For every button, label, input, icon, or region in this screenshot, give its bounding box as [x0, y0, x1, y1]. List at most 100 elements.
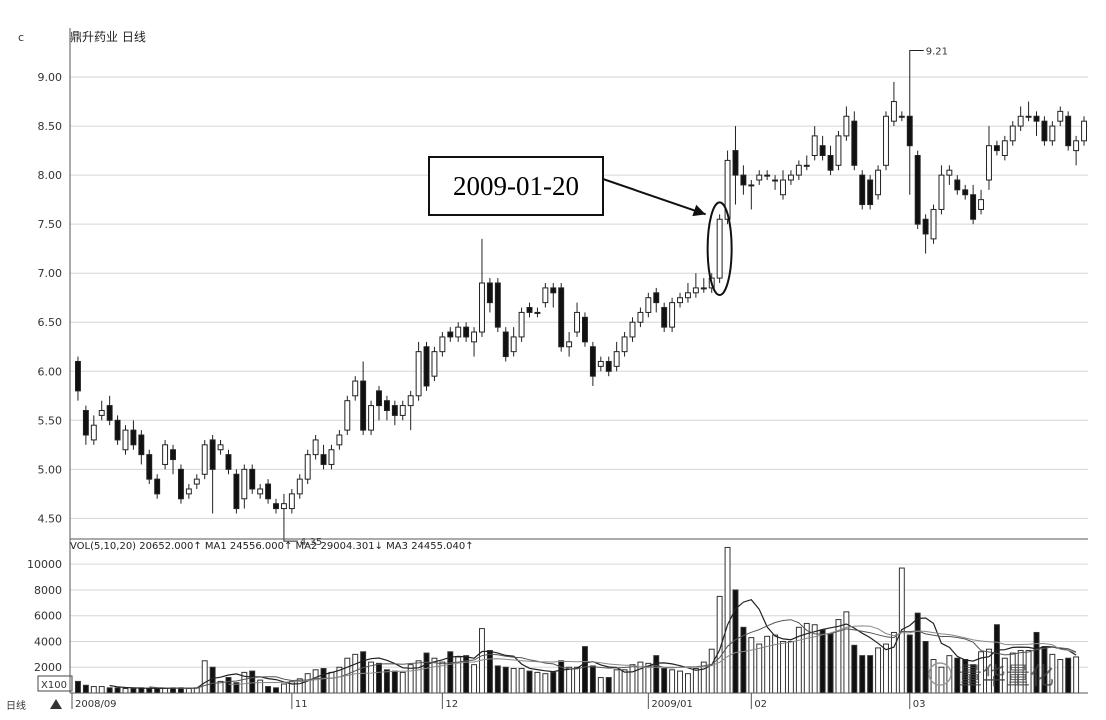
candle	[407, 390, 414, 431]
volume-bar	[621, 669, 628, 694]
candle-body	[677, 297, 683, 304]
volume-bar	[415, 660, 422, 694]
volume-bar	[502, 666, 509, 694]
candle-body	[954, 179, 961, 191]
candle-body	[835, 135, 842, 166]
candle-body	[574, 311, 580, 333]
candle	[328, 444, 335, 470]
candle	[383, 395, 390, 421]
candle-body	[772, 179, 779, 182]
candle-body	[486, 282, 493, 304]
annotation-text: 2009-01-20	[453, 171, 579, 201]
candle	[954, 175, 961, 195]
volume-bar	[399, 671, 406, 694]
price-tick-label: 7.50	[38, 218, 63, 231]
corner-box: 日线	[6, 699, 62, 712]
candle-body	[597, 360, 604, 367]
volume-bar	[542, 673, 549, 694]
candle	[455, 322, 462, 342]
candle	[463, 322, 470, 342]
candle	[510, 327, 517, 357]
volume-bar	[574, 666, 580, 694]
volume-bar	[756, 643, 763, 694]
candle	[82, 405, 89, 445]
volume-bar	[787, 640, 794, 694]
volume-bar	[257, 679, 264, 694]
candle-body	[241, 468, 248, 500]
candle-body	[494, 282, 501, 328]
candle	[518, 307, 525, 342]
volume-bar	[1065, 657, 1072, 694]
x-tick-label: 02	[754, 699, 767, 710]
candle	[1057, 106, 1064, 127]
candle-body	[344, 400, 351, 431]
candle	[772, 175, 779, 190]
volume-bar	[75, 680, 81, 694]
candle	[320, 444, 327, 470]
candle	[439, 332, 446, 357]
price-axis-ticks: 9.00 8.50 8.00 7.50 7.00 6.50 6.00 5.50 5.00 4.50	[38, 71, 63, 525]
candle	[550, 283, 557, 308]
candle	[684, 283, 691, 303]
candle-body	[645, 297, 652, 313]
candle	[265, 479, 272, 504]
candle-body	[193, 478, 200, 485]
corner-label: 日线	[6, 699, 26, 712]
candle	[1001, 135, 1008, 161]
candle-body	[819, 145, 826, 156]
volume-bar	[122, 687, 129, 694]
candle	[90, 415, 97, 445]
candle-body	[740, 174, 747, 186]
candle-body	[589, 346, 596, 377]
candle-body	[304, 454, 311, 480]
candle	[1041, 116, 1048, 146]
candle	[249, 464, 256, 494]
candle-body	[130, 429, 137, 446]
candle	[526, 302, 533, 318]
candle	[201, 439, 208, 480]
candle	[431, 346, 438, 382]
volume-bar	[550, 671, 557, 694]
candle-body	[938, 174, 945, 210]
volume-bar	[883, 643, 889, 694]
candle-body	[106, 405, 113, 421]
candle	[502, 327, 509, 362]
candle	[257, 484, 264, 499]
volume-bar	[312, 669, 319, 694]
volume-bar	[764, 635, 771, 694]
candle	[336, 430, 343, 450]
candle-body	[732, 150, 739, 176]
candle	[986, 126, 992, 190]
candle-body	[273, 503, 279, 510]
candle	[993, 140, 1000, 156]
candle-body	[1033, 115, 1040, 122]
candle-body	[1049, 125, 1056, 142]
candle	[122, 425, 129, 455]
candle	[621, 332, 628, 357]
highlight-ellipse	[706, 201, 733, 297]
candle-body	[993, 145, 1000, 152]
candle-body	[518, 311, 525, 338]
watermark: 量华量化	[928, 662, 1054, 690]
candle-body	[455, 326, 462, 338]
candle-body	[423, 346, 430, 387]
candle	[399, 400, 406, 421]
candle	[898, 111, 905, 122]
candle-body	[463, 326, 470, 338]
x-tick-label: 11	[295, 699, 308, 710]
volume-bar	[890, 631, 897, 694]
candle	[867, 175, 874, 210]
candle-body	[764, 174, 771, 177]
candle	[613, 341, 620, 372]
candle	[209, 435, 216, 514]
volume-bar	[740, 626, 747, 694]
candle-body	[1009, 125, 1016, 142]
volume-bar	[185, 687, 192, 694]
min-price-label: 4.35	[300, 537, 322, 548]
candle	[851, 111, 858, 171]
candle-body	[550, 287, 557, 294]
candle-body	[1001, 140, 1008, 157]
x-tick-label: 2009/01	[651, 699, 693, 710]
candle	[368, 400, 375, 436]
candle	[787, 170, 794, 185]
